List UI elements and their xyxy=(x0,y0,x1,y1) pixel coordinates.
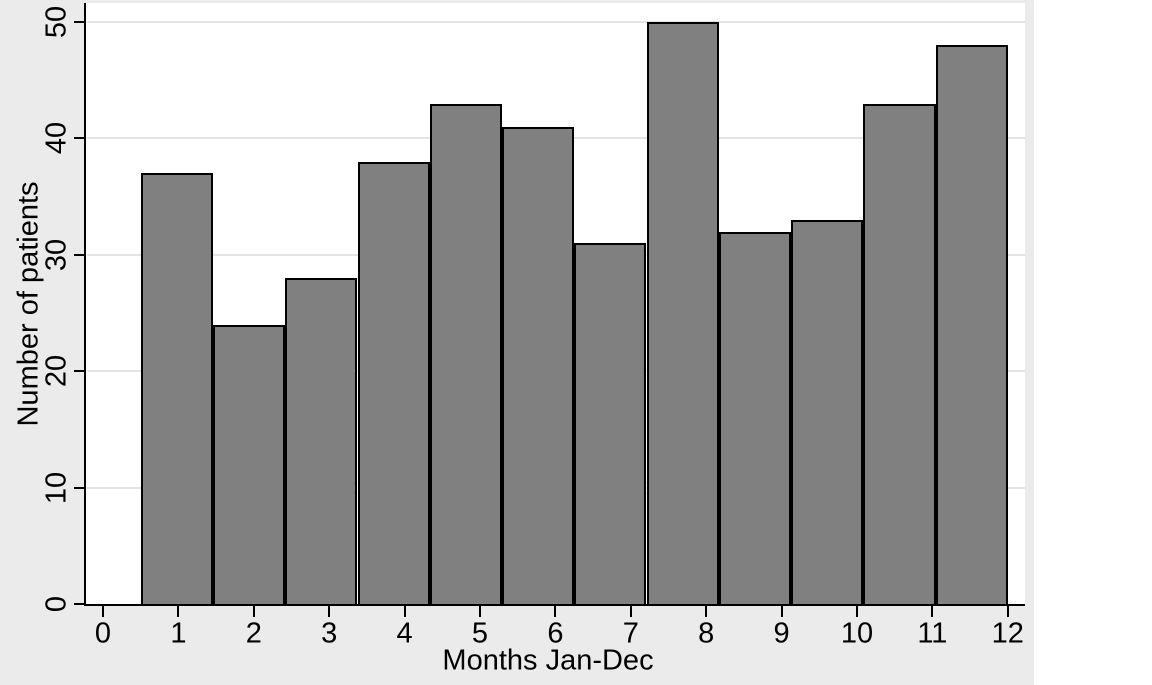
y-axis-line xyxy=(84,3,86,606)
x-tick-5 xyxy=(479,604,481,617)
bar-month-12 xyxy=(935,45,1008,606)
x-tick-label-10: 10 xyxy=(840,617,874,650)
x-tick-10 xyxy=(856,604,858,617)
x-tick-label-11: 11 xyxy=(917,617,948,650)
bar-month-8 xyxy=(646,22,719,606)
x-tick-label-2: 2 xyxy=(245,617,262,650)
bar-month-5 xyxy=(429,103,502,606)
x-tick-7 xyxy=(629,604,632,617)
x-tick-1 xyxy=(177,604,180,617)
x-tick-label-12: 12 xyxy=(991,617,1024,650)
y-tick-20 xyxy=(74,370,85,373)
x-tick-label-7: 7 xyxy=(622,617,639,650)
x-tick-9 xyxy=(780,604,783,617)
x-tick-3 xyxy=(328,604,331,617)
y-tick-40 xyxy=(74,137,85,140)
x-tick-label-9: 9 xyxy=(773,617,790,650)
bar-month-3 xyxy=(285,278,358,606)
y-tick-10 xyxy=(74,486,85,489)
y-axis-title: Number of patients xyxy=(12,181,45,427)
bar-month-7 xyxy=(574,243,647,606)
y-tick-label-0: 0 xyxy=(40,595,73,613)
x-tick-label-0: 0 xyxy=(94,617,112,650)
x-tick-label-4: 4 xyxy=(396,617,413,650)
y-tick-0 xyxy=(74,603,85,605)
y-tick-label-10: 10 xyxy=(40,471,73,504)
gridline-y-50 xyxy=(87,21,1025,23)
x-tick-label-3: 3 xyxy=(321,617,338,650)
x-tick-label-5: 5 xyxy=(471,617,489,650)
x-tick-label-1: 1 xyxy=(170,617,187,650)
x-tick-label-6: 6 xyxy=(547,617,564,650)
bar-month-2 xyxy=(213,324,286,606)
bar-month-1 xyxy=(140,173,213,606)
x-tick-8 xyxy=(705,604,708,617)
x-axis-title: Months Jan-Dec xyxy=(442,644,654,677)
y-tick-50 xyxy=(74,21,85,23)
bar-month-11 xyxy=(863,103,936,606)
y-tick-label-40: 40 xyxy=(40,122,73,155)
chart-figure: 0 1 2 3 4 5 6 7 8 9 10 11 12 0 10 20 30 40 50 Number of pa… xyxy=(0,0,1034,685)
bar-month-6 xyxy=(502,126,575,606)
x-tick-12 xyxy=(1006,604,1009,617)
y-tick-label-50: 50 xyxy=(40,5,73,39)
x-tick-label-8: 8 xyxy=(698,617,715,650)
x-tick-0 xyxy=(102,604,104,617)
x-tick-2 xyxy=(252,604,255,617)
x-tick-4 xyxy=(403,604,406,617)
y-tick-30 xyxy=(74,253,85,256)
bar-month-4 xyxy=(357,161,430,606)
x-tick-11 xyxy=(931,604,934,617)
x-tick-6 xyxy=(554,604,557,617)
bar-month-9 xyxy=(718,231,791,606)
bar-month-10 xyxy=(791,219,864,606)
